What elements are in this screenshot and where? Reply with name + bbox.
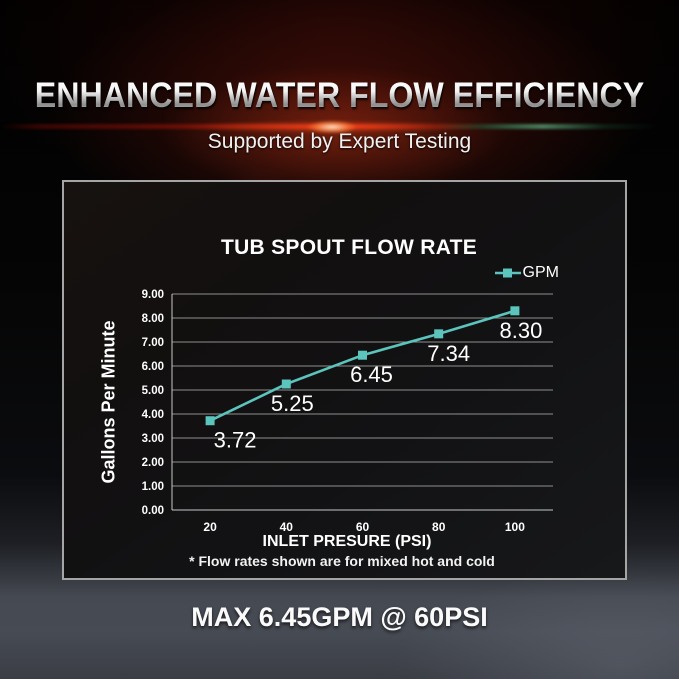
data-label: 5.25	[271, 391, 314, 416]
y-axis-title: Gallons Per Minute	[98, 320, 119, 484]
x-tick-label: 20	[203, 520, 217, 534]
chart-panel: 0.00 1.00 2.00 3.00 4.00 5.00 6.00 7.00 8.00 9.00…	[62, 180, 627, 580]
data-label: 8.30	[499, 318, 542, 343]
y-tick-label: 1.00	[142, 481, 164, 493]
legend-label: GPM	[522, 264, 559, 281]
y-tick-label: 6.00	[142, 361, 164, 373]
data-label: 3.72	[214, 428, 257, 453]
chart-legend: GPM	[494, 264, 559, 282]
page-subtitle: Supported by Expert Testing	[207, 130, 472, 153]
data-point-marker	[281, 379, 291, 389]
header: ENHANCED WATER FLOW EFFICIENCY Supported…	[0, 76, 679, 154]
x-tick-label: 60	[356, 520, 370, 534]
x-tick-label: 40	[280, 520, 294, 534]
y-tick-label: 0.00	[142, 505, 164, 517]
x-tick-label: 100	[505, 520, 525, 534]
data-point-marker	[205, 416, 215, 426]
data-label: 6.45	[350, 362, 393, 387]
data-point-marker	[510, 306, 520, 316]
page-title: ENHANCED WATER FLOW EFFICIENCY	[27, 76, 652, 116]
data-point-marker	[434, 329, 444, 339]
data-label: 7.34	[427, 341, 470, 366]
data-point-marker	[358, 350, 367, 360]
y-tick-label: 4.00	[142, 409, 164, 421]
legend-line-marker-icon	[494, 268, 521, 278]
y-tick-label: 9.00	[142, 289, 164, 301]
y-tick-label: 2.00	[142, 457, 164, 469]
y-tick-label: 5.00	[142, 385, 164, 397]
line-chart: 0.00 1.00 2.00 3.00 4.00 5.00 6.00 7.00 8.00 9.00…	[142, 289, 553, 534]
y-tick-label: 7.00	[142, 337, 164, 349]
chart-footnote: * Flow rates shown are for mixed hot and…	[189, 553, 495, 569]
y-tick-label: 8.00	[142, 313, 164, 325]
y-tick-label: 3.00	[142, 433, 164, 445]
chart-title: TUB SPOUT FLOW RATE	[220, 236, 478, 259]
x-axis-title: INLET PRESURE (PSI)	[262, 533, 432, 550]
max-flow-caption: MAX 6.45GPM @ 60PSI	[191, 602, 488, 632]
x-tick-label: 80	[432, 520, 446, 534]
